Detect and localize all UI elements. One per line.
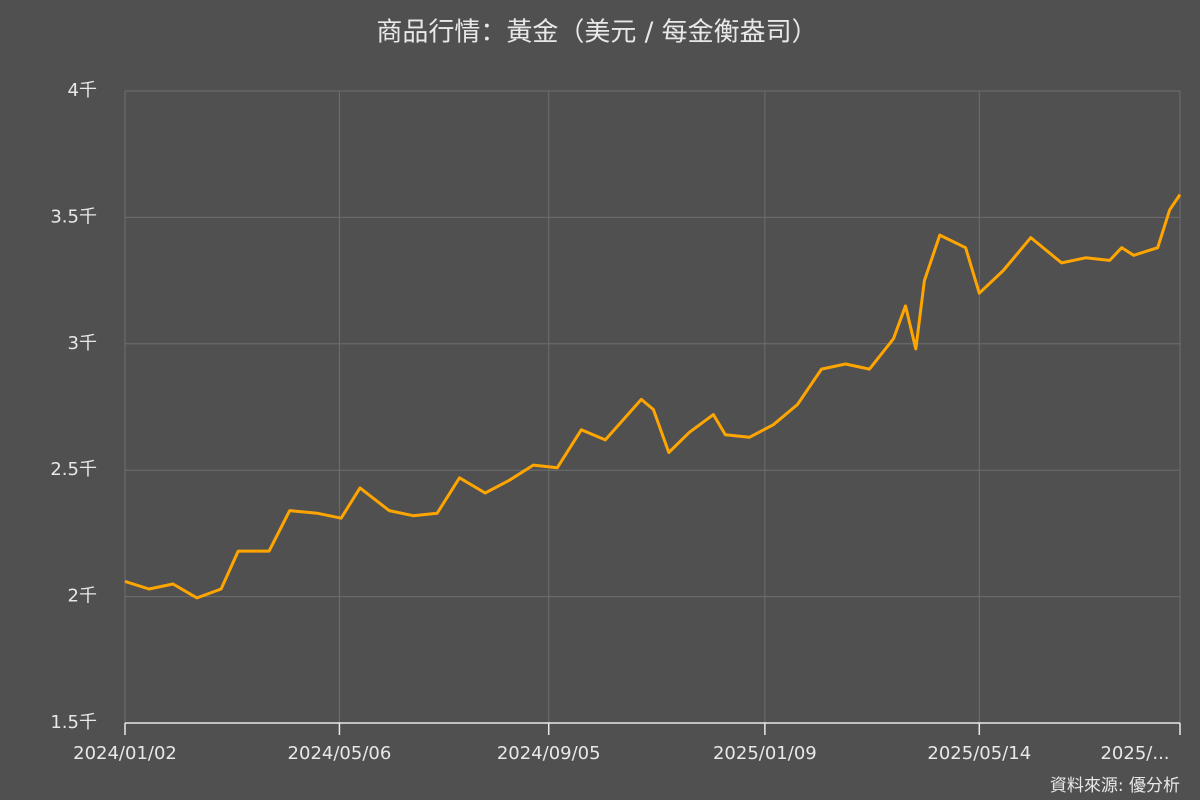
- x-tick-label: 2025/...: [1100, 743, 1169, 764]
- chart-title: 商品行情：黃金（美元 / 每金衡盎司）: [376, 18, 817, 48]
- x-tick-label: 2024/01/02: [73, 743, 177, 764]
- y-tick-label: 2.5千: [50, 459, 97, 480]
- y-tick-label: 2千: [68, 586, 97, 607]
- y-tick-label: 3千: [68, 333, 97, 354]
- y-tick-label: 3.5千: [50, 206, 97, 227]
- x-tick-label: 2024/09/05: [497, 743, 601, 764]
- y-tick-label: 1.5千: [50, 712, 97, 733]
- x-tick-label: 2025/05/14: [927, 743, 1031, 764]
- x-tick-label: 2024/05/06: [288, 743, 392, 764]
- price-line: [124, 193, 1182, 600]
- y-tick-label: 4千: [68, 80, 97, 101]
- source-note: 資料來源: 優分析: [1050, 776, 1180, 796]
- x-tick-label: 2025/01/09: [713, 743, 817, 764]
